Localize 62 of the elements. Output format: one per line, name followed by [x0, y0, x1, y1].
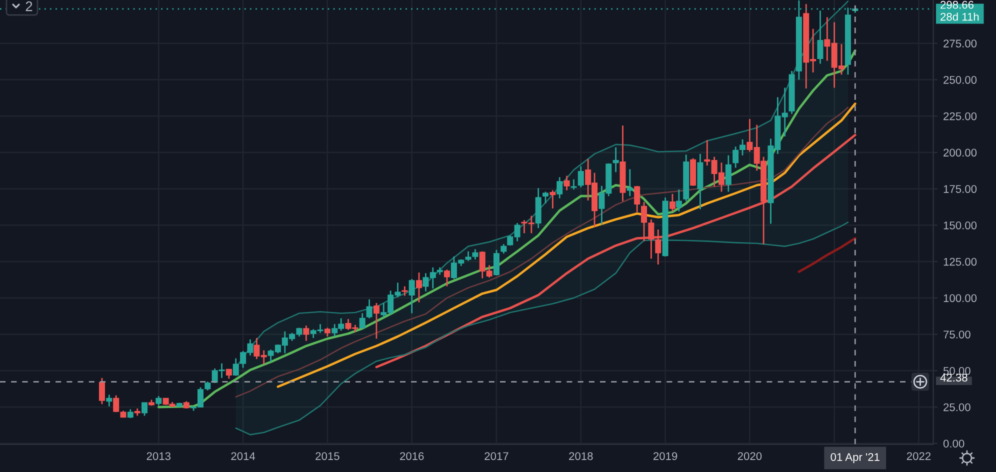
candlestick: [641, 201, 648, 242]
candlestick: [725, 154, 732, 192]
candlestick: [655, 228, 662, 266]
annotation: 2: [26, 1, 32, 12]
candlestick: [556, 176, 563, 199]
candlestick: [493, 249, 500, 276]
y-tick-label: 225.00: [944, 112, 977, 120]
y-tick-label: 125.00: [944, 258, 977, 266]
candlestick: [142, 402, 148, 416]
candlestick: [444, 268, 450, 287]
candlestick: [472, 248, 478, 260]
candlestick: [156, 395, 162, 406]
x-tick-label: 2014: [231, 452, 256, 460]
candlestick: [740, 138, 746, 156]
candlestick: [408, 278, 415, 314]
candlestick: [578, 166, 584, 188]
candlestick: [106, 394, 112, 408]
x-tick-label: 2016: [400, 452, 424, 460]
line-series: [798, 237, 856, 273]
y-tick-label: 100.00: [944, 294, 977, 302]
candlestick: [416, 272, 422, 304]
candlestick: [402, 286, 408, 296]
line-series: [157, 49, 856, 408]
x-tick-label: 2018: [569, 452, 593, 460]
candlestick: [366, 298, 372, 320]
y-tick-label: 275.00: [944, 40, 977, 48]
x-tick-label: 2022: [906, 452, 931, 460]
candlestick: [98, 377, 105, 405]
x-tick-label: 2015: [316, 452, 340, 460]
candlestick: [648, 218, 654, 260]
y-tick-label: 250.00: [944, 76, 977, 84]
candlestick: [570, 178, 577, 190]
candlestick: [373, 302, 380, 340]
y-tick-label: 0.00: [943, 440, 964, 448]
ref-line-label: 01 Apr '21: [830, 453, 880, 464]
y-tick-label: 75.00: [944, 330, 970, 338]
y-tick-label: 50.00: [943, 366, 970, 375]
candlestick: [817, 10, 824, 64]
ref-line-label: 42.38: [940, 374, 968, 382]
candlestick: [626, 168, 633, 197]
y-tick-label: 150.00: [944, 221, 977, 230]
candlestick: [564, 175, 570, 191]
x-tick-label: 2019: [653, 452, 678, 460]
candlestick: [676, 188, 682, 212]
x-tick-label: 2017: [484, 452, 508, 460]
y-tick-label: 25.00: [944, 403, 970, 412]
y-tick-label: 200.00: [944, 148, 977, 157]
candlestick: [612, 146, 619, 173]
candlestick: [226, 368, 232, 380]
x-tick-label: 2020: [738, 452, 762, 460]
x-tick-label: 2013: [146, 452, 171, 460]
y-tick-label: 175.00: [944, 185, 977, 193]
candlestick: [669, 193, 676, 212]
line-series: [235, 222, 849, 436]
candlestick: [550, 190, 556, 210]
candlestick: [359, 312, 366, 330]
candlestick: [634, 185, 640, 213]
candlestick: [303, 324, 310, 342]
candlestick: [732, 146, 739, 168]
line-series: [375, 134, 856, 368]
candlestick: [500, 243, 507, 254]
candlestick: [542, 191, 549, 204]
